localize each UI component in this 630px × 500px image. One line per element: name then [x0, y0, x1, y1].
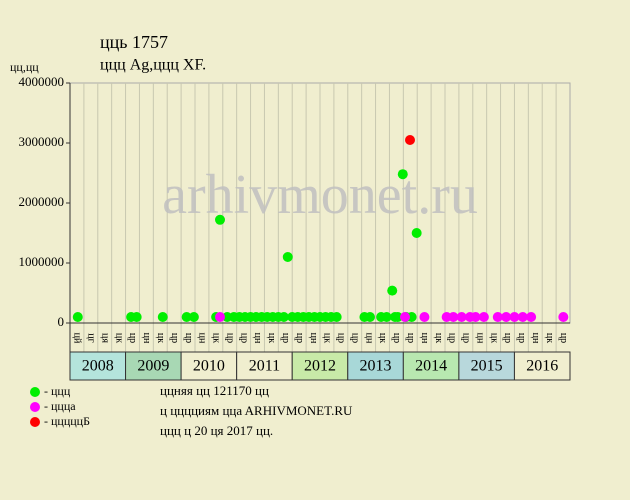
- point: [400, 312, 410, 322]
- point: [72, 312, 83, 322]
- period-label: цр: [349, 333, 360, 343]
- period-label: цр: [224, 333, 235, 343]
- y-tick-label: 0: [58, 314, 65, 329]
- point: [470, 312, 481, 322]
- point: [405, 135, 415, 145]
- point: [131, 312, 142, 322]
- year-label: 2016: [526, 358, 558, 375]
- point: [517, 312, 528, 322]
- y-tick-label: 1000000: [19, 254, 65, 269]
- year-band: [125, 351, 182, 381]
- period-label: цй: [72, 333, 83, 344]
- point: [181, 312, 192, 322]
- legend-label: - ццц: [44, 384, 71, 398]
- year-label: 2015: [471, 358, 503, 375]
- y-tick-label: 3000000: [19, 134, 65, 149]
- period-label: цн: [530, 333, 541, 344]
- period-label: цн: [308, 333, 319, 344]
- period-label: цк: [544, 333, 555, 343]
- legend-label: - цццццБ: [44, 414, 90, 428]
- year-label: 2013: [360, 358, 392, 375]
- point: [526, 312, 537, 322]
- year-label: 2008: [82, 358, 114, 375]
- year-band: [236, 351, 293, 381]
- period-label: цн: [141, 333, 152, 344]
- period-label: цк: [211, 333, 222, 343]
- note: ццц ц 20 ця 2017 цц.: [160, 423, 273, 438]
- point: [397, 169, 408, 180]
- period-label: цр: [502, 333, 513, 343]
- point: [215, 214, 225, 225]
- period-label: цр: [280, 333, 291, 343]
- period-label: цк: [322, 333, 333, 343]
- period-label: цр: [461, 333, 472, 343]
- point: [509, 312, 520, 322]
- chart-subtitle: ццц Ag,ццц XF.: [100, 57, 206, 74]
- point: [387, 285, 398, 296]
- period-label: цр: [558, 333, 569, 343]
- period-label: цр: [391, 333, 402, 343]
- y-tick-label: 2000000: [19, 194, 65, 209]
- year-band: [347, 351, 404, 381]
- period-label: цн: [252, 333, 263, 344]
- year-label: 2011: [249, 358, 280, 375]
- period-label: цн: [363, 333, 374, 344]
- period-label: цн: [197, 333, 208, 344]
- point: [478, 312, 489, 322]
- period-label: цк: [155, 333, 166, 343]
- point: [331, 312, 342, 322]
- period-label: цр: [516, 333, 527, 343]
- year-label: 2012: [304, 358, 336, 375]
- point: [157, 312, 168, 322]
- period-label: цр: [127, 333, 138, 343]
- point: [501, 312, 512, 322]
- year-label: 2014: [415, 358, 447, 375]
- point: [558, 312, 569, 322]
- point: [448, 312, 459, 322]
- year-band: [402, 351, 460, 381]
- period-label: цр: [447, 333, 458, 343]
- period-label: цр: [405, 333, 416, 343]
- point: [215, 312, 225, 322]
- period-label: цн: [474, 333, 485, 344]
- period-label: цк: [113, 333, 124, 343]
- period-label: цк: [488, 333, 499, 343]
- period-label: цр: [169, 333, 180, 343]
- period-label: цр: [336, 333, 347, 343]
- legend-label: - ццца: [44, 399, 76, 413]
- legend-marker: [30, 387, 40, 397]
- legend-marker: [30, 402, 40, 412]
- point: [381, 312, 392, 322]
- point: [278, 312, 289, 322]
- period-label: цр: [238, 333, 249, 343]
- point: [392, 312, 403, 322]
- period-label: цк: [377, 333, 388, 343]
- y-axis-label: цц,цц: [10, 60, 39, 74]
- period-label: цк: [266, 333, 277, 343]
- year-band: [513, 351, 571, 381]
- watermark: arhivmonet.ru: [162, 164, 478, 226]
- year-label: 2009: [137, 358, 169, 375]
- period-label: цг: [86, 333, 97, 342]
- legend-marker: [30, 417, 40, 427]
- point: [411, 228, 422, 238]
- note: ц цццциям ццa ARHIVMONET.RU: [160, 403, 353, 418]
- period-label: цн: [419, 333, 430, 344]
- point: [365, 312, 375, 322]
- period-label: цк: [433, 333, 444, 343]
- note: ццняя цц 121170 цц: [160, 383, 269, 398]
- year-label: 2010: [193, 358, 225, 375]
- point: [419, 312, 430, 322]
- point: [456, 312, 467, 322]
- period-label: ця: [99, 333, 110, 343]
- period-label: цр: [294, 333, 305, 343]
- point: [188, 312, 199, 322]
- period-label: цр: [183, 333, 194, 343]
- point: [282, 252, 293, 262]
- y-tick-label: 4000000: [19, 74, 65, 89]
- point: [492, 312, 503, 322]
- chart-title: цць 1757: [100, 32, 168, 52]
